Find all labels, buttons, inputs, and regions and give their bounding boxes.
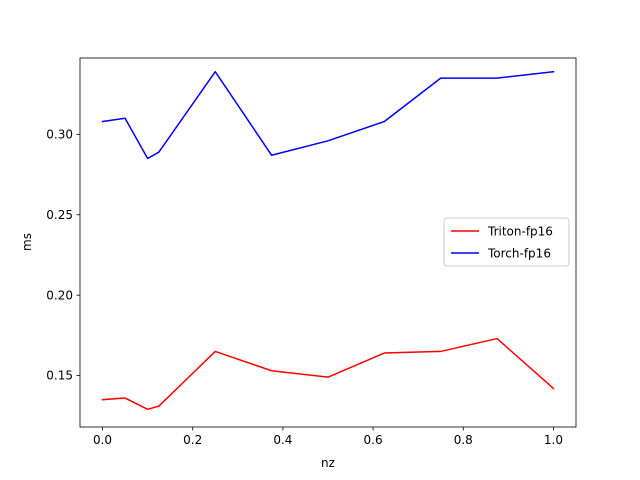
plot-area (79, 57, 577, 428)
y-axis-ticks: 0.15 0.20 0.25 0.30 (46, 128, 80, 383)
x-axis-ticks: 0.0 0.2 0.4 0.6 0.8 1.0 (93, 427, 563, 447)
y-tick-label: 0.30 (46, 128, 73, 142)
x-tick-label: 0.8 (454, 433, 473, 447)
series-line-torch-fp16 (101, 70, 555, 160)
x-tick-label: 1.0 (544, 433, 563, 447)
x-tick-label: 0.0 (93, 433, 112, 447)
series-line-triton-fp16 (101, 337, 555, 411)
x-tick-label: 0.4 (273, 433, 292, 447)
y-axis-label: ms (20, 233, 34, 251)
legend-label: Torch-fp16 (487, 247, 551, 261)
y-tick-label: 0.25 (46, 208, 73, 222)
x-tick-label: 0.2 (183, 433, 202, 447)
y-tick-label: 0.20 (46, 288, 73, 302)
plot-frame (79, 57, 577, 428)
legend-label: Triton-fp16 (487, 225, 553, 239)
x-axis-label: nz (321, 456, 335, 470)
x-tick-label: 0.6 (364, 433, 383, 447)
legend-box (443, 217, 570, 267)
legend: Triton-fp16 Torch-fp16 (443, 217, 570, 267)
y-tick-label: 0.15 (46, 369, 73, 383)
